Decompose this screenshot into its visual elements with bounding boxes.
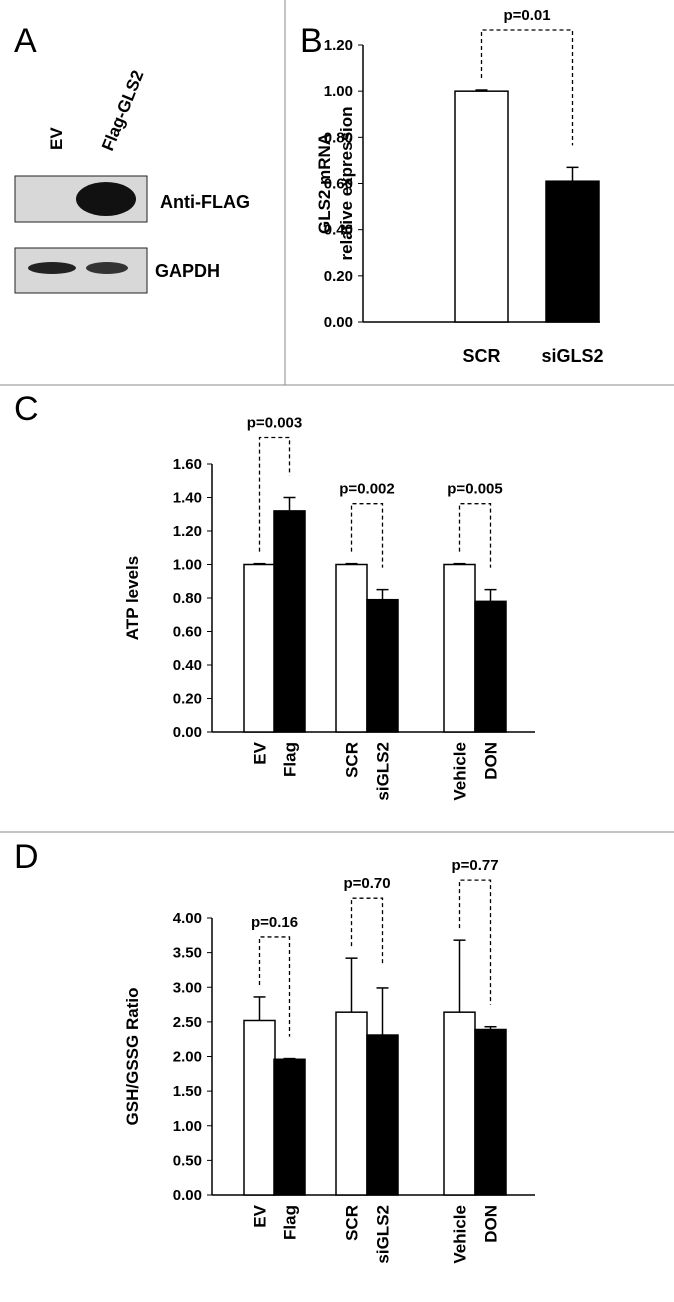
bar [474, 1028, 507, 1196]
x-tick-label: DON [482, 1205, 501, 1243]
annotation: p=0.77 [451, 857, 498, 874]
y-tick-label: 4.00 [173, 910, 202, 927]
y-axis-label: relative expression [337, 106, 356, 260]
lane-label: EV [47, 127, 66, 150]
y-axis-label: ATP levels [123, 556, 142, 640]
annotation: p=0.003 [247, 415, 302, 432]
bar [273, 1058, 306, 1196]
blot-band [86, 262, 128, 274]
blot-band [76, 182, 136, 216]
panel-letter: A [14, 22, 37, 60]
significance-bracket [480, 29, 574, 146]
x-tick-label: SCR [343, 1205, 362, 1241]
bar [545, 180, 600, 323]
x-tick-label: siGLS2 [374, 742, 393, 801]
row-label: GAPDH [155, 261, 220, 281]
bar [335, 563, 368, 733]
x-tick-label: SCR [462, 346, 500, 366]
y-tick-label: 0.60 [173, 624, 202, 641]
x-tick-label: Vehicle [451, 742, 470, 801]
y-tick-label: 3.00 [173, 979, 202, 996]
bar [443, 563, 476, 733]
significance-bracket [350, 503, 384, 568]
y-tick-label: 1.20 [324, 37, 353, 54]
row-label: Anti-FLAG [160, 192, 250, 212]
y-tick-label: 3.50 [173, 945, 202, 962]
lane-label: Flag-GLS2 [98, 68, 147, 154]
y-tick-label: 0.00 [173, 724, 202, 741]
annotation: p=0.002 [339, 481, 394, 498]
annotation: p=0.70 [343, 875, 390, 892]
annotation: p=0.005 [447, 481, 502, 498]
x-tick-label: EV [251, 741, 270, 764]
y-tick-label: 1.50 [173, 1083, 202, 1100]
significance-bracket [258, 936, 291, 1037]
blot-band [28, 262, 76, 274]
y-tick-label: 0.20 [173, 691, 202, 708]
x-tick-label: siGLS2 [541, 346, 603, 366]
panel-letter: C [14, 390, 39, 428]
significance-bracket [258, 436, 291, 552]
y-tick-label: 2.00 [173, 1049, 202, 1066]
bar [335, 1011, 368, 1196]
bar [474, 600, 507, 733]
y-tick-label: 0.80 [324, 129, 353, 146]
x-tick-label: Flag [281, 742, 300, 777]
y-tick-label: 1.60 [173, 456, 202, 473]
significance-bracket [350, 897, 384, 966]
bar [273, 510, 306, 733]
x-tick-label: DON [482, 742, 501, 780]
annotation: p=0.01 [503, 7, 550, 24]
annotation: p=0.16 [251, 914, 298, 931]
bar [366, 1034, 399, 1196]
panel-letter: D [14, 838, 39, 876]
y-tick-label: 0.60 [324, 176, 353, 193]
y-tick-label: 1.00 [173, 1118, 202, 1135]
significance-bracket [458, 503, 492, 568]
y-tick-label: 1.00 [173, 557, 202, 574]
y-tick-label: 0.40 [173, 657, 202, 674]
bar [243, 1019, 276, 1196]
significance-bracket [458, 879, 492, 1005]
x-tick-label: siGLS2 [374, 1205, 393, 1264]
x-tick-label: EV [251, 1204, 270, 1227]
bar [454, 90, 509, 323]
x-tick-label: Flag [281, 1205, 300, 1240]
panel-letter: B [300, 22, 323, 60]
x-tick-label: Vehicle [451, 1205, 470, 1264]
y-axis-label: GSH/GSSG Ratio [123, 988, 142, 1126]
y-tick-label: 2.50 [173, 1014, 202, 1031]
bar [243, 563, 276, 733]
y-tick-label: 1.40 [173, 490, 202, 507]
y-tick-label: 1.00 [324, 83, 353, 100]
y-tick-label: 0.40 [324, 222, 353, 239]
y-tick-label: 0.20 [324, 268, 353, 285]
bar [366, 598, 399, 733]
y-tick-label: 0.00 [324, 314, 353, 331]
y-axis-label: GLS2 mRNA [315, 133, 334, 234]
y-tick-label: 1.20 [173, 523, 202, 540]
bar [443, 1011, 476, 1196]
y-tick-label: 0.00 [173, 1187, 202, 1204]
x-tick-label: SCR [343, 742, 362, 778]
y-tick-label: 0.50 [173, 1152, 202, 1169]
y-tick-label: 0.80 [173, 590, 202, 607]
